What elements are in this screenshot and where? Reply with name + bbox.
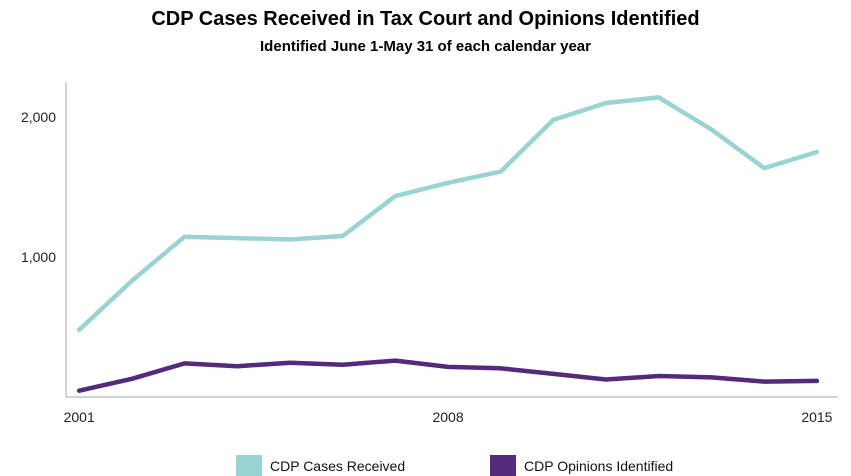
chart-subtitle: Identified June 1-May 31 of each calenda… [260,38,591,55]
legend-swatch-cases-received [236,455,262,476]
x-tick-label: 2008 [432,409,463,425]
legend-label-opinions-identified: CDP Opinions Identified [524,457,674,474]
legend-item-cases-received: CDP Cases Received [236,455,405,476]
x-tick-label: 2015 [801,409,832,425]
legend-label-cases-received: CDP Cases Received [270,457,406,474]
legend-swatch-opinions-identified [490,455,516,476]
series-line-opinions-identified [76,358,820,393]
legend: CDP Cases Received CDP Opinions Identifi… [0,455,851,476]
x-tick-label: 2001 [64,409,95,425]
series-line-cases-received [76,95,820,333]
chart-title: CDP Cases Received in Tax Court and Opin… [151,8,700,30]
y-tick-label: 2,000 [21,109,56,125]
y-tick-label: 1,000 [21,249,56,265]
legend-item-opinions-identified: CDP Opinions Identified [490,455,673,476]
